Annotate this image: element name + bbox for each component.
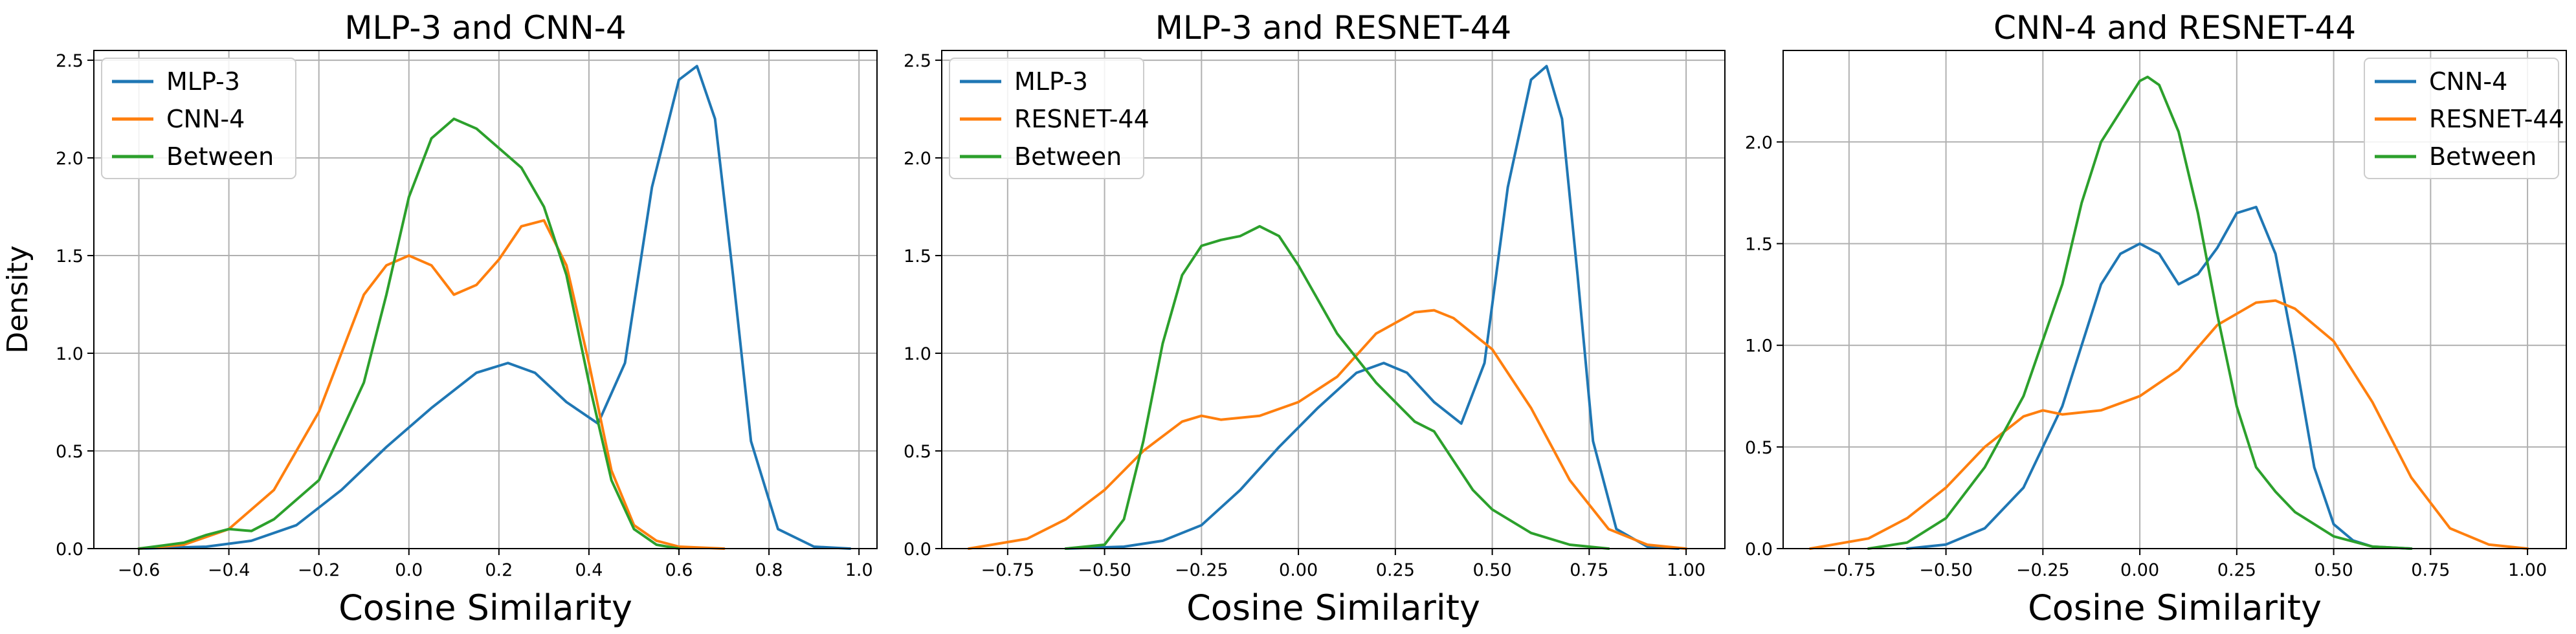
x-tick-label: 0.6	[665, 560, 693, 580]
x-tick-label: −0.75	[981, 560, 1034, 580]
x-tick-label: 0.25	[2217, 560, 2256, 580]
x-tick-label: 1.00	[1667, 560, 1705, 580]
x-tick-label: −0.25	[2016, 560, 2070, 580]
series-line-resnet-44	[1808, 299, 2529, 550]
series-line-between	[1867, 75, 2413, 550]
legend-label: Between	[2429, 142, 2537, 171]
axes-frame	[941, 50, 1726, 549]
y-tick-label: 0.5	[904, 442, 931, 462]
x-tick-label: 0.25	[1376, 560, 1415, 580]
legend-box	[101, 58, 296, 179]
chart-panel-2: −0.75 −0.50 −0.25 0.00 0.25 0.50 0.75 1.00 0.0 0.…	[904, 9, 1726, 628]
legend-label: MLP-3	[166, 67, 240, 96]
y-tick-label: 0.0	[904, 540, 931, 560]
series-line-mlp-3	[1064, 65, 1680, 550]
y-tick-label: 1.5	[904, 246, 931, 267]
legend-box	[2364, 58, 2559, 179]
x-tick-label: 0.00	[2120, 560, 2159, 580]
x-axis-label: Cosine Similarity	[339, 587, 632, 628]
y-tick-label: 2.5	[904, 51, 931, 71]
y-tick-label: 2.0	[904, 149, 931, 169]
chart-panel-1: −0.6 −0.4 −0.2 0.0 0.2 0.4 0.6 0.8 1.0 0.0 0.5 1.0 1…	[1, 9, 878, 628]
y-tick-label: 2.0	[56, 149, 83, 169]
series-line-resnet-44	[967, 309, 1688, 550]
x-tick-label: −0.6	[118, 560, 161, 580]
x-tick-label: 0.75	[2411, 560, 2450, 580]
y-tick-label: 1.5	[56, 246, 83, 267]
x-tick-label: 1.0	[845, 560, 873, 580]
chart-title: MLP-3 and RESNET-44	[1155, 9, 1511, 47]
x-tick-label: −0.50	[1919, 560, 1973, 580]
chart-panel-3: −0.75 −0.50 −0.25 0.00 0.25 0.50 0.75 1.00 0.0 0.…	[1745, 9, 2567, 628]
y-tick-label: 0.5	[56, 442, 83, 462]
y-tick-label: 1.0	[56, 344, 83, 364]
legend-label: RESNET-44	[2429, 105, 2564, 133]
x-axis-label: Cosine Similarity	[1186, 587, 1480, 628]
chart-title: MLP-3 and CNN-4	[344, 9, 626, 47]
x-tick-label: 0.50	[2315, 560, 2353, 580]
x-tick-label: −0.2	[298, 560, 340, 580]
chart-title: CNN-4 and RESNET-44	[1993, 9, 2356, 47]
x-tick-label: 0.50	[1473, 560, 1512, 580]
legend-label: Between	[166, 142, 274, 171]
x-tick-label: −0.75	[1822, 560, 1876, 580]
y-tick-label: 0.0	[1745, 540, 1773, 560]
x-tick-label: −0.25	[1175, 560, 1228, 580]
y-tick-label: 1.0	[904, 344, 931, 364]
x-tick-label: −0.50	[1078, 560, 1131, 580]
y-tick-label: 1.0	[1745, 336, 1773, 356]
y-axis-label: Density	[1, 245, 34, 353]
x-tick-label: 0.4	[575, 560, 603, 580]
legend-label: CNN-4	[2429, 67, 2507, 96]
series-line-between	[137, 117, 680, 550]
y-tick-label: 1.5	[1745, 235, 1773, 255]
axes-frame	[1782, 50, 2567, 549]
x-tick-label: 0.8	[755, 560, 783, 580]
legend-label: Between	[1014, 142, 1122, 171]
series-line-cnn-4	[1905, 206, 2413, 550]
legend: MLP-3 RESNET-44 Between	[949, 58, 1149, 179]
legend-box	[949, 58, 1144, 179]
legend-label: CNN-4	[166, 105, 245, 133]
series-line-cnn-4	[137, 219, 726, 550]
series-line-mlp-3	[137, 65, 852, 550]
x-tick-label: 0.2	[485, 560, 513, 580]
x-tick-label: −0.4	[208, 560, 250, 580]
x-tick-label: 1.00	[2508, 560, 2547, 580]
legend-label: RESNET-44	[1014, 105, 1149, 133]
x-tick-label: 0.75	[1570, 560, 1608, 580]
x-tick-label: 0.0	[395, 560, 423, 580]
axes-frame	[93, 50, 878, 549]
legend: MLP-3 CNN-4 Between	[101, 58, 296, 179]
legend-label: MLP-3	[1014, 67, 1088, 96]
y-tick-label: 0.5	[1745, 438, 1773, 458]
series-line-between	[1064, 224, 1610, 550]
x-tick-label: 0.00	[1279, 560, 1318, 580]
y-tick-label: 0.0	[56, 540, 83, 560]
x-axis-label: Cosine Similarity	[2028, 587, 2322, 628]
y-tick-label: 2.5	[56, 51, 83, 71]
legend: CNN-4 RESNET-44 Between	[2364, 58, 2564, 179]
y-tick-label: 2.0	[1745, 133, 1773, 153]
